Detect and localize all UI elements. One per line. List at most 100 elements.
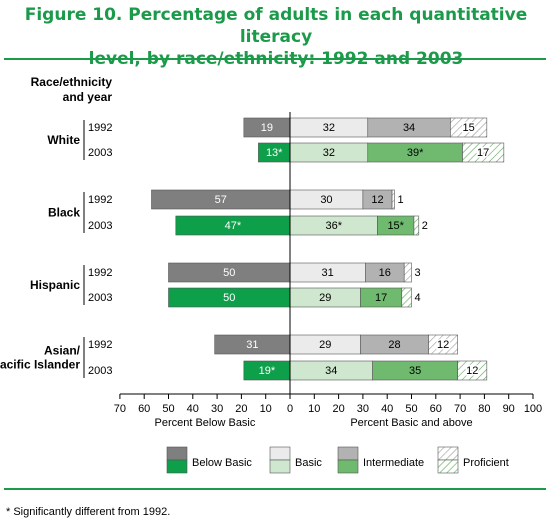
bar-basic-label: 32: [323, 147, 335, 159]
bar-label-below-basic: 47*: [225, 220, 242, 232]
x-tick-label: 70: [454, 403, 466, 415]
x-tick-label: 30: [211, 403, 223, 415]
bar-basic-label: 29: [319, 339, 331, 351]
bar-proficient-label: 1: [397, 194, 403, 206]
group-label-line-1: Asian/: [44, 344, 81, 358]
x-axis: 70 60 50 40 30 20 10 0 10 20 30 40 50 60 70 80 90 100Perc…: [114, 112, 542, 429]
bar-proficient-label: 17: [477, 147, 489, 159]
x-axis-label-right: Percent Basic and above: [350, 417, 472, 429]
x-tick-label: 20: [235, 403, 247, 415]
x-tick-label: 10: [260, 403, 272, 415]
bar-proficient-label: 12: [437, 339, 449, 351]
bar-intermediate-label: 28: [388, 339, 400, 351]
bar-proficient-label: 2: [422, 220, 428, 232]
bar-label-below-basic: 19: [261, 122, 273, 134]
x-tick-label: 50: [405, 403, 417, 415]
legend-swatch-2003: [437, 459, 459, 474]
x-tick-label: 100: [524, 403, 542, 415]
x-tick-label: 80: [478, 403, 490, 415]
bar-proficient-label: 15: [462, 122, 474, 134]
bar-label-below-basic: 31: [246, 339, 258, 351]
bar-basic-label: 36*: [325, 220, 342, 232]
x-tick-label: 90: [503, 403, 515, 415]
bar-label-below-basic: 50: [223, 292, 235, 304]
bar-intermediate-label: 16: [379, 267, 391, 279]
legend-swatch-2003: [337, 459, 359, 474]
x-tick-label: 70: [114, 403, 126, 415]
group-label: White: [47, 133, 80, 147]
year-label: 2003: [88, 220, 112, 232]
year-label: 1992: [88, 267, 112, 279]
bar-intermediate-label: 35: [409, 365, 421, 377]
bar-proficient-label: 3: [415, 267, 421, 279]
bar-basic-label: 32: [323, 122, 335, 134]
year-label: 1992: [88, 339, 112, 351]
legend-below-basic: Below Basic: [166, 446, 252, 474]
year-label: 2003: [88, 292, 112, 304]
year-label: 2003: [88, 147, 112, 159]
row-header-line-2: and year: [63, 90, 113, 104]
legend: Below Basic Basic Intermediate Proficient: [166, 446, 509, 474]
bar-intermediate-label: 34: [403, 122, 415, 134]
bar-label-below-basic: 57: [215, 194, 227, 206]
x-tick-label: 0: [287, 403, 293, 415]
title-rule: [4, 58, 546, 60]
bar-proficient: [403, 262, 412, 283]
bar-basic-label: 34: [325, 365, 337, 377]
legend-below-basic-label: Below Basic: [192, 457, 252, 469]
legend-intermediate-label: Intermediate: [363, 457, 424, 469]
bar-proficient-label: 12: [466, 365, 478, 377]
legend-swatch-2003: [166, 459, 188, 474]
bar-basic-label: 31: [322, 267, 334, 279]
footnote-rule: [4, 488, 546, 490]
year-label: 1992: [88, 194, 112, 206]
x-axis-label-left: Percent Below Basic: [155, 417, 256, 429]
year-label: 2003: [88, 365, 112, 377]
legend-swatch-1992: [166, 446, 188, 461]
legend-swatch-2003: [269, 459, 291, 474]
year-label: 1992: [88, 122, 112, 134]
bar-label-below-basic: 13*: [266, 147, 283, 159]
bar-proficient: [450, 117, 488, 138]
x-tick-label: 40: [381, 403, 393, 415]
group-label: Black: [48, 206, 80, 220]
bar-proficient: [401, 287, 412, 308]
bar-intermediate-label: 15*: [387, 220, 404, 232]
footnote: * Significantly different from 1992.: [6, 506, 171, 518]
bar-basic-label: 29: [319, 292, 331, 304]
row-header-line-1: Race/ethnicity: [31, 75, 113, 89]
x-tick-label: 10: [308, 403, 320, 415]
x-tick-label: 30: [357, 403, 369, 415]
bar-intermediate-label: 12: [371, 194, 383, 206]
x-tick-label: 60: [138, 403, 150, 415]
legend-swatch-1992: [437, 446, 459, 461]
legend-intermediate: Intermediate: [337, 446, 424, 474]
x-tick-label: 20: [332, 403, 344, 415]
bar-proficient-label: 4: [415, 292, 421, 304]
chart-title-line-1: Figure 10. Percentage of adults in each …: [24, 5, 528, 47]
bar-basic-label: 30: [320, 194, 332, 206]
x-tick-label: 50: [162, 403, 174, 415]
bar-proficient: [462, 142, 505, 163]
bar-proficient: [457, 360, 488, 381]
bar-label-below-basic: 50: [223, 267, 235, 279]
bar-intermediate-label: 39*: [407, 147, 424, 159]
bar-intermediate-label: 17: [375, 292, 387, 304]
legend-proficient: Proficient: [437, 446, 509, 474]
legend-basic: Basic: [269, 446, 322, 474]
legend-proficient-label: Proficient: [463, 457, 509, 469]
x-tick-label: 40: [187, 403, 199, 415]
bar-proficient: [428, 334, 458, 355]
bar-label-below-basic: 19*: [259, 365, 276, 377]
bar-proficient: [413, 215, 420, 236]
legend-basic-label: Basic: [295, 457, 322, 469]
bar-proficient: [391, 189, 395, 210]
x-tick-label: 60: [430, 403, 442, 415]
group-label: Hispanic: [30, 278, 80, 292]
legend-swatch-1992: [337, 446, 359, 461]
group-label-line-2: Pacific Islander: [0, 358, 80, 372]
legend-swatch-1992: [269, 446, 291, 461]
